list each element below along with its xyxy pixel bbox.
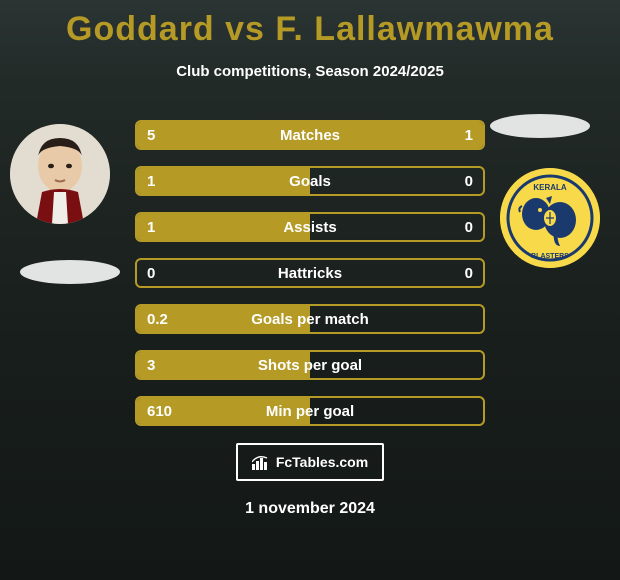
stat-row: Matches5 1 bbox=[135, 120, 485, 150]
svg-text:BLASTERS: BLASTERS bbox=[531, 253, 569, 260]
stat-value-left: 3 bbox=[147, 352, 155, 378]
bars-chart-icon bbox=[252, 454, 272, 470]
stat-label: Shots per goal bbox=[137, 352, 483, 378]
stat-value-left: 610 bbox=[147, 398, 172, 424]
stat-row: Hattricks0 0 bbox=[135, 258, 485, 288]
compare-area: KERALA BLASTERS Matches51Goals10Assists1… bbox=[0, 114, 620, 434]
stat-label: Hattricks bbox=[137, 260, 483, 286]
stat-value-left: 1 bbox=[147, 214, 155, 240]
stat-row: Goals1 0 bbox=[135, 166, 485, 196]
stat-value-right: 0 bbox=[465, 260, 473, 286]
page-subtitle: Club competitions, Season 2024/2025 bbox=[0, 63, 620, 80]
page-title: Goddard vs F. Lallawmawma bbox=[0, 10, 620, 49]
stat-label: Goals bbox=[137, 168, 483, 194]
elephant-crest-icon: KERALA BLASTERS bbox=[500, 168, 600, 268]
stat-value-left: 0 bbox=[147, 260, 155, 286]
crest-shadow-left bbox=[20, 260, 120, 284]
crest-shadow-right bbox=[490, 114, 590, 138]
stat-value-right: 1 bbox=[465, 122, 473, 148]
stat-row: Goals per match0.2 bbox=[135, 304, 485, 334]
stat-row: Assists1 0 bbox=[135, 212, 485, 242]
stat-label: Min per goal bbox=[137, 398, 483, 424]
stat-label: Goals per match bbox=[137, 306, 483, 332]
svg-text:KERALA: KERALA bbox=[533, 183, 567, 192]
brand-text: FcTables.com bbox=[276, 454, 368, 470]
stat-row: Shots per goal3 bbox=[135, 350, 485, 380]
stat-value-left: 1 bbox=[147, 168, 155, 194]
stat-row: Min per goal610 bbox=[135, 396, 485, 426]
stat-value-left: 5 bbox=[147, 122, 155, 148]
player-avatar-left bbox=[10, 124, 110, 224]
face-icon bbox=[10, 124, 110, 224]
stat-bars: Matches51Goals10Assists10Hattricks00Goal… bbox=[135, 120, 485, 442]
content-root: Goddard vs F. Lallawmawma Club competiti… bbox=[0, 0, 620, 580]
stat-value-right: 0 bbox=[465, 168, 473, 194]
stat-value-right: 0 bbox=[465, 214, 473, 240]
club-crest-right: KERALA BLASTERS bbox=[500, 168, 600, 268]
footer-date: 1 november 2024 bbox=[245, 500, 375, 518]
stat-label: Assists bbox=[137, 214, 483, 240]
stat-value-left: 0.2 bbox=[147, 306, 168, 332]
brand-badge: FcTables.com bbox=[236, 443, 384, 481]
stat-label: Matches bbox=[137, 122, 483, 148]
